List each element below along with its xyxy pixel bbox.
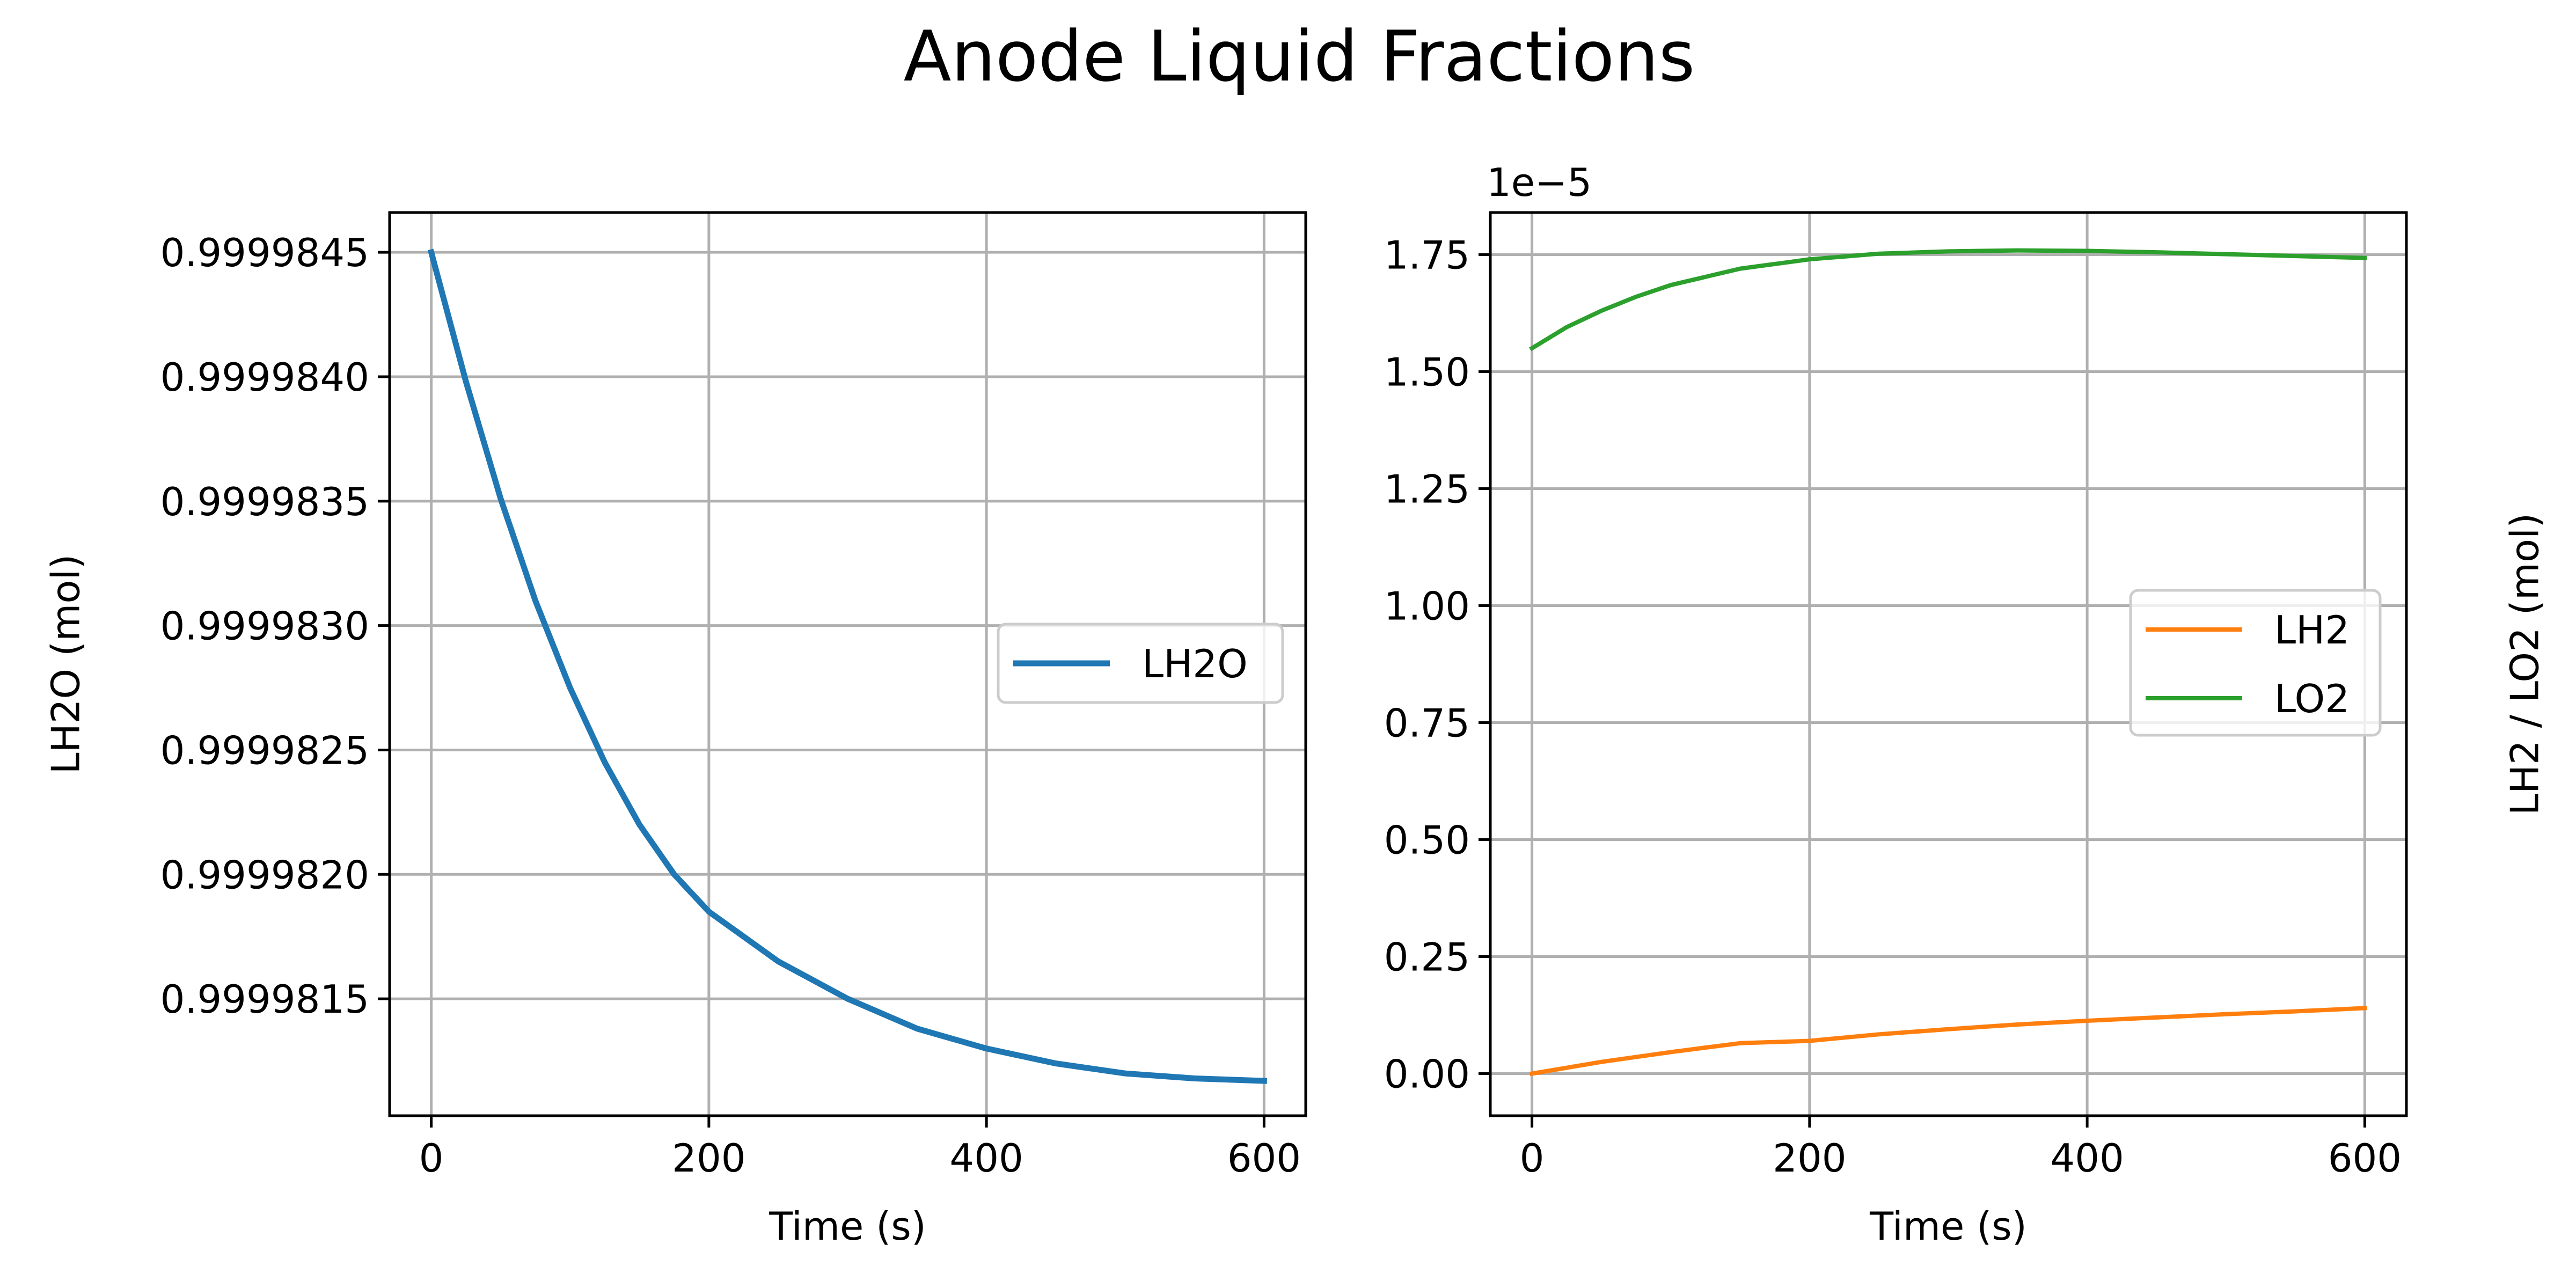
y-offset-text-right: 1e−5	[1487, 160, 1592, 205]
y-tick-label: 0.50	[1384, 818, 1470, 863]
x-tick-label: 400	[949, 1136, 1023, 1181]
grid-right	[1490, 213, 2406, 1116]
y-tick-label: 1.25	[1384, 466, 1470, 511]
x-axis-label-right: Time (s)	[1869, 1204, 2027, 1249]
y-tick-label: 1.75	[1384, 232, 1470, 277]
legend-left: LH2O	[997, 623, 1284, 704]
chart-lh2o: 0 200 400 600 0.99998150.99998200.99998250.…	[43, 211, 1307, 1249]
series-line-lh2	[1529, 1006, 2367, 1077]
axes-frame-left	[388, 211, 1307, 1117]
x-tick-label: 600	[2328, 1136, 2402, 1181]
y-tick-label: 0.9999825	[160, 728, 369, 773]
y-tick-label: 1.50	[1384, 349, 1470, 394]
y-tick-label: 0.9999815	[160, 977, 369, 1022]
x-tick-label: 400	[2050, 1136, 2124, 1181]
y-tick-label: 0.75	[1384, 701, 1470, 746]
x-tick-label: 600	[1227, 1136, 1301, 1181]
y-axis-label-left: LH2O (mol)	[43, 554, 89, 774]
plot-area-left	[427, 248, 1268, 1084]
y-tick-label: 0.9999830	[160, 604, 369, 649]
x-ticks-left: 0 200 400 600	[419, 1116, 1301, 1181]
y-ticks-right: 0.00 0.25 0.50 0.75 1.00 1.25 1.50 1.75	[1384, 232, 1490, 1097]
legend-frame	[997, 623, 1284, 704]
plot-area-right	[1529, 248, 2367, 1077]
figure-title: Anode Liquid Fractions	[904, 16, 1695, 97]
legend-label-lh2: LH2	[2274, 608, 2350, 653]
x-axis-label-left: Time (s)	[769, 1204, 926, 1249]
x-tick-label: 200	[672, 1136, 745, 1181]
series-line-lh2o	[427, 248, 1268, 1084]
y-tick-label: 0.25	[1384, 935, 1470, 980]
y-tick-label: 1.00	[1384, 583, 1470, 628]
legend-right: LH2 LO2	[2129, 589, 2382, 737]
x-tick-label: 0	[419, 1136, 444, 1181]
chart-lh2-lo2: 0 200 400 600 0.00 0.25 0.50 0.75 1.00 1.25 1.50 1…	[1384, 160, 2548, 1249]
x-tick-label: 200	[1773, 1136, 1846, 1181]
y-tick-label: 0.9999840	[160, 355, 369, 400]
legend-label-lo2: LO2	[2274, 676, 2350, 721]
series-line-lo2	[1529, 248, 2367, 352]
y-tick-label: 0.9999845	[160, 230, 369, 275]
legend-label-lh2o: LH2O	[1142, 641, 1248, 686]
y-ticks-left: 0.9999815 0.9999820 0.9999825 0.9999830 0.99…	[160, 230, 390, 1022]
y-tick-label: 0.9999820	[160, 852, 369, 897]
axes-frame-right	[1489, 211, 2408, 1117]
x-ticks-right: 0 200 400 600	[1520, 1116, 2402, 1181]
y-axis-label-right: LH2 / LO2 (mol)	[2502, 513, 2548, 815]
y-tick-label: 0.9999835	[160, 479, 369, 524]
y-tick-label: 0.00	[1384, 1052, 1470, 1097]
x-tick-label: 0	[1520, 1136, 1545, 1181]
